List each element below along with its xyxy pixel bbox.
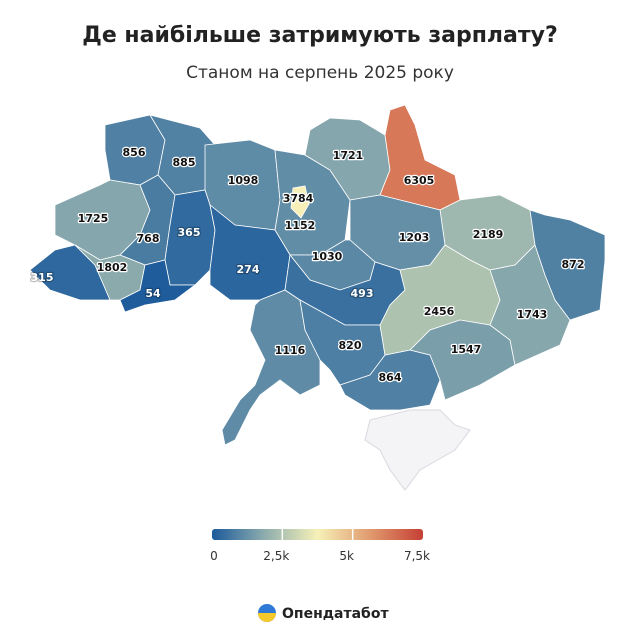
logo — [258, 613, 276, 622]
value-label: 820 — [339, 339, 362, 352]
region — [489, 244, 571, 366]
value-label: 1802 — [97, 261, 128, 274]
legend-tick-label: 5k — [339, 549, 354, 563]
color-legend: 0 2,5k 5k 7,5k — [210, 529, 430, 563]
value-label: 856 — [123, 146, 146, 159]
legend-tick-label: 7,5k — [404, 549, 430, 563]
regions — [29, 104, 606, 446]
brand: Опендатабот — [282, 606, 389, 622]
region — [290, 185, 310, 219]
value-label: 1547 — [451, 343, 482, 356]
value-label: 1098 — [228, 174, 259, 187]
chart-subtitle: Станом на серпень 2025 року — [186, 63, 454, 83]
value-label: 6305 — [404, 174, 435, 187]
labels: 856 885 1098 1152 3784 1721 6305 2189 1203 1030 17… — [29, 145, 585, 386]
region — [379, 104, 461, 211]
value-label: 274 — [237, 263, 260, 276]
value-label: 2456 — [424, 305, 455, 318]
region — [164, 189, 216, 286]
value-label: 864 — [379, 371, 402, 384]
value-label: 54 — [145, 287, 161, 300]
crimea — [364, 409, 471, 491]
value-label: 768 — [137, 232, 160, 245]
value-label: 315 — [31, 271, 54, 284]
region — [119, 259, 197, 313]
value-label: 1030 — [312, 250, 343, 263]
value-label: 1203 — [399, 231, 430, 244]
value-label: 885 — [173, 156, 196, 169]
value-label: 365 — [178, 226, 201, 239]
value-label: 1743 — [517, 308, 548, 321]
value-label: 1721 — [333, 149, 364, 162]
value-label: 1725 — [78, 212, 109, 225]
value-label: 493 — [351, 287, 374, 300]
colorbar — [212, 529, 423, 540]
legend-tick-label: 2,5k — [263, 549, 289, 563]
region — [529, 209, 606, 321]
value-label: 1116 — [275, 344, 306, 357]
value-label: 1152 — [285, 219, 316, 232]
legend-tick-label: 0 — [210, 549, 218, 563]
value-label: 872 — [562, 258, 585, 271]
chart-title: Де найбільше затримують зарплату? — [82, 23, 557, 48]
value-label: 3784 — [283, 192, 314, 205]
value-label: 2189 — [473, 228, 504, 241]
